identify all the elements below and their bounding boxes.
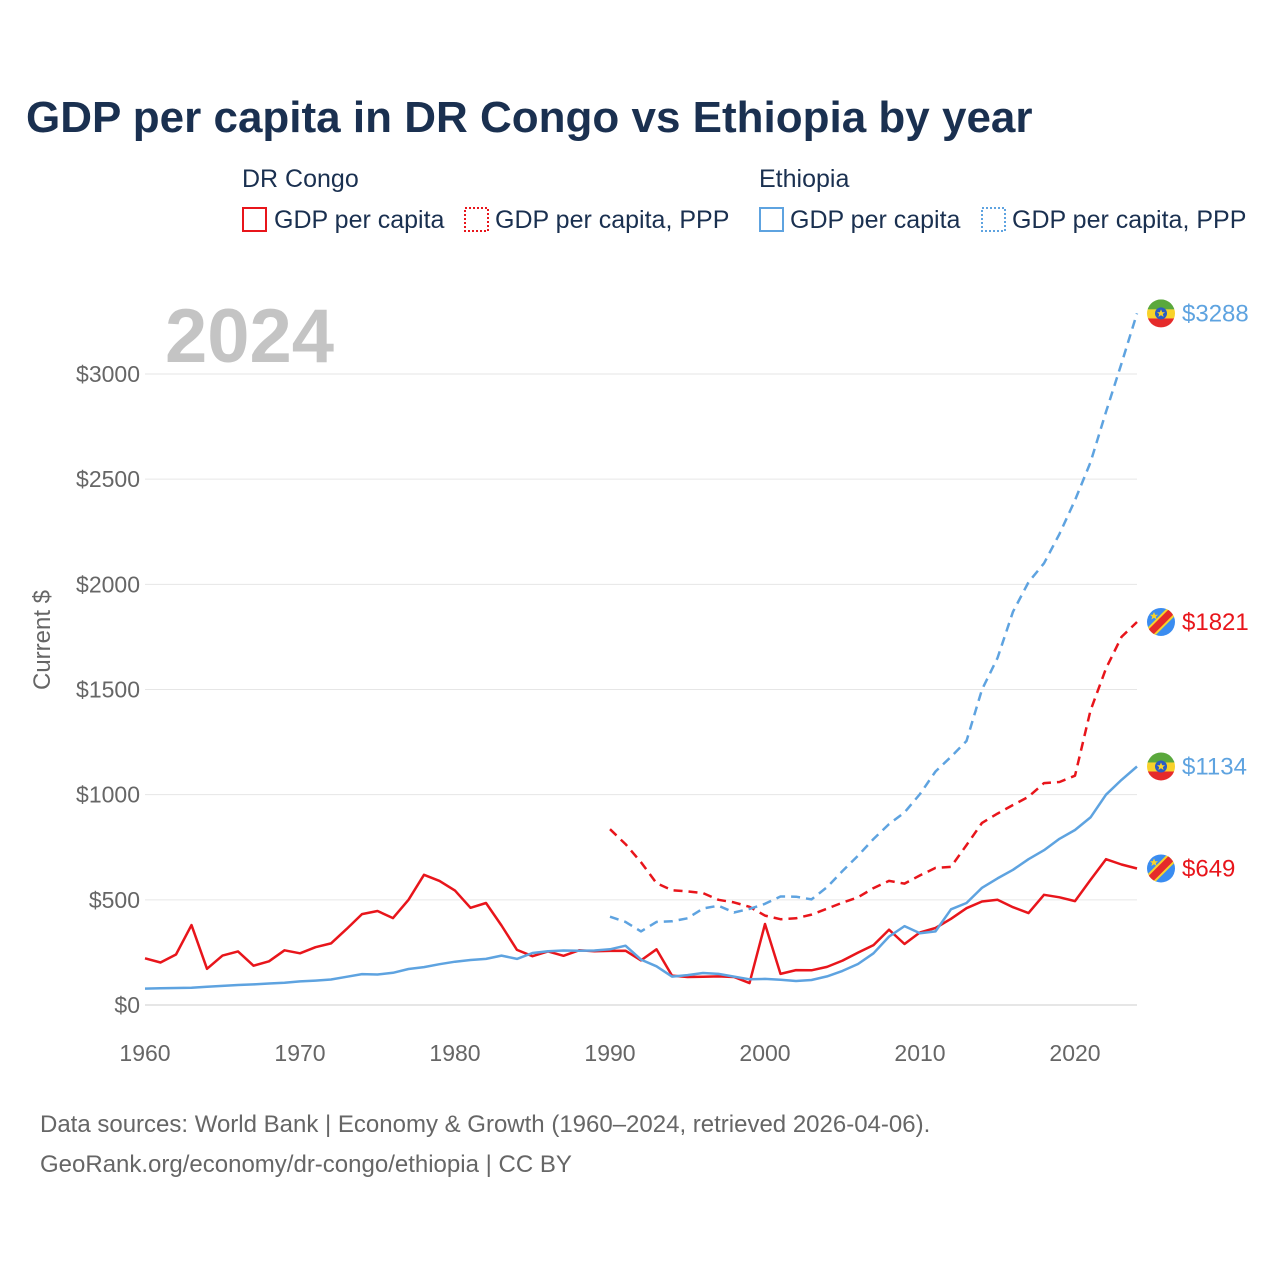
x-tick-label: 2000 — [739, 1040, 790, 1066]
source-line-2: GeoRank.org/economy/dr-congo/ethiopia | … — [40, 1151, 572, 1178]
x-tick-label: 2010 — [894, 1040, 945, 1066]
x-tick-label: 1980 — [429, 1040, 480, 1066]
dr-congo-flag-icon — [1147, 854, 1175, 883]
source-line-1: Data sources: World Bank | Economy & Gro… — [40, 1111, 930, 1138]
end-label: $649 — [1182, 855, 1235, 882]
legend-swatch-eth-ppp — [981, 207, 1006, 232]
end-label: $1821 — [1182, 609, 1249, 636]
y-tick-label: $0 — [114, 992, 140, 1018]
y-tick-label: $500 — [89, 887, 140, 913]
x-tick-label: 1990 — [584, 1040, 635, 1066]
legend-swatch-drc-ppp — [464, 207, 489, 232]
legend-label-eth-ppp: GDP per capita, PPP — [1012, 206, 1246, 234]
legend-swatch-eth-gdp — [759, 207, 784, 232]
y-tick-label: $2500 — [76, 466, 140, 492]
dr-congo-flag-icon — [1147, 607, 1175, 636]
legend-label-drc-gdp: GDP per capita — [274, 206, 445, 234]
y-tick-label: $3000 — [76, 361, 140, 387]
y-tick-label: $1000 — [76, 782, 140, 808]
series-line-ethiopia-gdp-per-capita — [144, 765, 1138, 990]
x-tick-label: 2020 — [1049, 1040, 1100, 1066]
legend-label-drc-ppp: GDP per capita, PPP — [495, 206, 729, 234]
legend-swatch-drc-gdp — [242, 207, 267, 232]
series-lines — [144, 313, 1139, 990]
x-tick-label: 1970 — [274, 1040, 325, 1066]
end-label: $3288 — [1182, 300, 1249, 327]
legend-label-eth-gdp: GDP per capita — [790, 206, 961, 234]
y-axis-title: Current $ — [29, 590, 56, 690]
end-labels: $649 $1821 $1134 $3288 — [1147, 299, 1249, 883]
gridlines — [145, 373, 1137, 1006]
year-watermark: 2024 — [165, 294, 334, 379]
legend: DR Congo GDP per capita GDP per capita, … — [242, 165, 1246, 234]
series-line-dr-congo-gdp-per-capita — [144, 857, 1138, 985]
legend-group-dr-congo: DR Congo — [242, 165, 359, 193]
chart-title: GDP per capita in DR Congo vs Ethiopia b… — [26, 93, 1033, 142]
y-axis-ticks: $0 $500 $1000 $1500 $2000 $2500 $3000 — [76, 361, 140, 1018]
series-line-ethiopia-gdp-per-capita-ppp — [609, 313, 1139, 933]
x-tick-label: 1960 — [119, 1040, 170, 1066]
y-tick-label: $1500 — [76, 677, 140, 703]
series-line-dr-congo-gdp-per-capita-ppp — [609, 621, 1138, 921]
y-tick-label: $2000 — [76, 571, 140, 597]
x-axis-ticks: 1960 1970 1980 1990 2000 2010 2020 — [119, 1040, 1100, 1066]
ethiopia-flag-icon — [1147, 299, 1175, 328]
end-label: $1134 — [1182, 753, 1247, 780]
legend-group-ethiopia: Ethiopia — [759, 165, 849, 193]
ethiopia-flag-icon — [1147, 752, 1175, 781]
